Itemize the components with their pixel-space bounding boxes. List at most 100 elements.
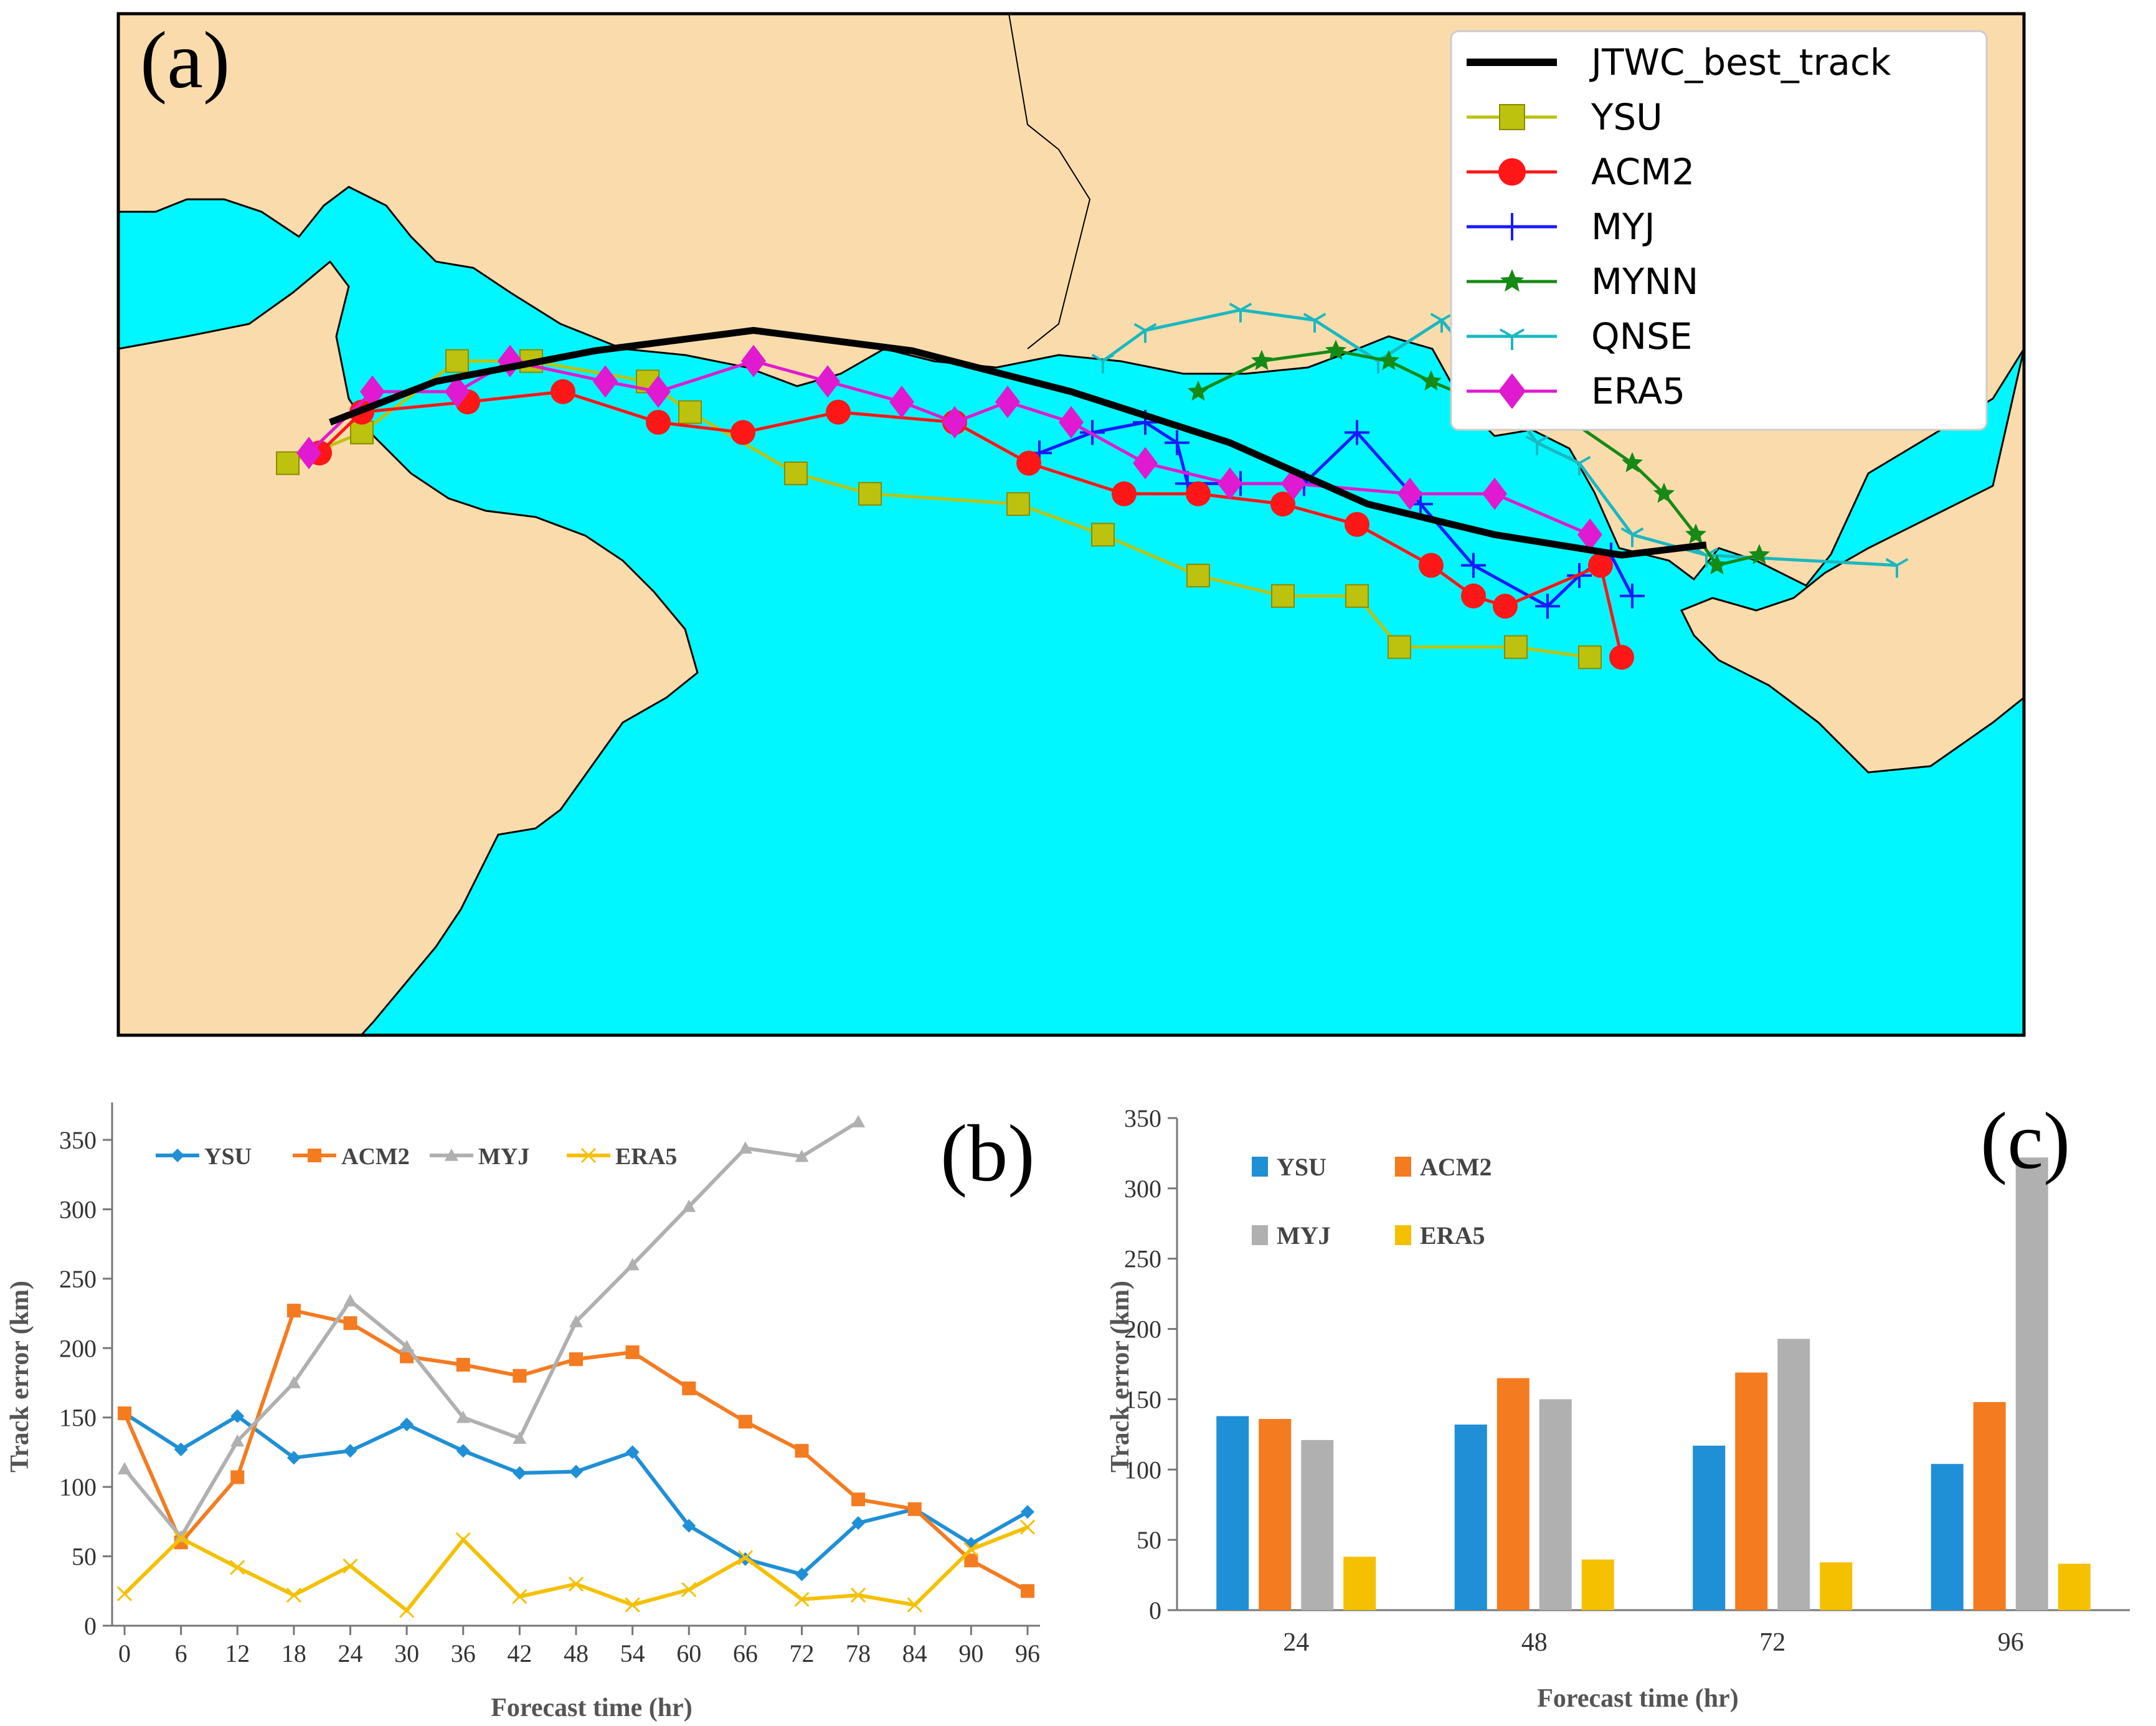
c-legend-swatch-era5 xyxy=(1395,1225,1411,1245)
map-legend-marker-mynn xyxy=(1500,269,1524,292)
b-point-acm2 xyxy=(738,1415,752,1429)
track-point-era5 xyxy=(995,386,1020,419)
b-legend-marker-era5 xyxy=(580,1147,597,1164)
b-point-ysu xyxy=(851,1516,866,1530)
b-xtick-label: 72 xyxy=(790,1639,815,1667)
b-point-myj xyxy=(795,1149,809,1162)
track-point-ysu xyxy=(678,400,702,424)
b-point-acm2 xyxy=(230,1470,245,1484)
track-point-ysu xyxy=(1345,584,1369,608)
b-point-ysu xyxy=(456,1444,470,1458)
map-legend-marker-myj xyxy=(1498,213,1526,240)
b-xtick-label: 24 xyxy=(338,1639,363,1667)
b-xtick-label: 78 xyxy=(846,1639,871,1667)
b-point-ysu xyxy=(174,1442,188,1456)
b-point-era5 xyxy=(851,1587,866,1603)
map-legend-label-qnse: QNSE xyxy=(1591,315,1693,358)
b-xtick-label: 0 xyxy=(118,1639,131,1667)
map-legend-marker-ysu xyxy=(1499,104,1525,130)
b-axes: 0 50 100 150 200 250 300 350 0 6 12 18 24 30 36 42 48 54 6… xyxy=(59,1102,1040,1667)
b-point-myj xyxy=(513,1431,527,1444)
b-point-era5 xyxy=(794,1591,810,1607)
track-point-qnse xyxy=(1091,353,1115,374)
track-point-myj xyxy=(1461,552,1486,578)
track-point-myj xyxy=(1535,594,1560,619)
map-legend-box xyxy=(1450,30,1988,431)
b-point-era5 xyxy=(455,1532,471,1547)
c-ylabel: Track error (km) xyxy=(1106,1281,1135,1472)
c-bar-era5-72 xyxy=(1820,1562,1853,1610)
track-point-era5 xyxy=(593,365,618,398)
track-point-mynn xyxy=(1325,339,1347,360)
track-jtwc-best-track xyxy=(329,326,1707,559)
b-xtick-label: 30 xyxy=(394,1639,419,1667)
b-point-ysu xyxy=(513,1466,527,1480)
c-xtick-label: 48 xyxy=(1521,1628,1548,1657)
track-point-era5 xyxy=(815,365,840,398)
c-bar-era5-48 xyxy=(1581,1559,1614,1610)
tracks-layer xyxy=(276,302,1909,670)
track-point-era5 xyxy=(889,386,914,419)
c-legend-label-era5: ERA5 xyxy=(1420,1221,1485,1249)
track-point-ysu xyxy=(858,481,882,506)
map-legend-marker-era5 xyxy=(1498,373,1526,409)
track-point-myj xyxy=(1345,420,1369,445)
b-point-acm2 xyxy=(343,1316,357,1330)
b-point-era5 xyxy=(963,1542,979,1557)
map-legend-items: JTWC_best_track YSU ACM2 MYJ MYNN QNSE ERA5 xyxy=(1467,41,1891,412)
b-point-acm2 xyxy=(851,1492,866,1507)
b-legend-label-ysu: YSU xyxy=(204,1144,252,1170)
map-legend-label-ysu: YSU xyxy=(1591,96,1663,138)
b-point-myj xyxy=(286,1376,301,1388)
panel-b-label: (b) xyxy=(940,1109,1035,1198)
b-xtick-label: 96 xyxy=(1015,1639,1040,1667)
map-legend-marker-acm2 xyxy=(1498,158,1526,186)
c-bar-myj-72 xyxy=(1777,1339,1810,1610)
b-xtick-label: 12 xyxy=(225,1639,250,1667)
b-point-myj xyxy=(456,1410,470,1423)
track-point-mynn xyxy=(1653,482,1675,503)
map-legend-label-jtwc-best-track: JTWC_best_track xyxy=(1589,41,1891,83)
b-point-era5 xyxy=(568,1577,584,1592)
b-point-acm2 xyxy=(456,1358,470,1372)
b-point-ysu xyxy=(682,1519,696,1533)
track-point-acm2 xyxy=(1493,594,1518,619)
c-bar-acm2-24 xyxy=(1259,1419,1292,1610)
c-bar-era5-96 xyxy=(2058,1563,2091,1610)
track-point-mynn xyxy=(1378,349,1400,371)
track-point-ysu xyxy=(350,420,374,445)
b-point-myj xyxy=(851,1115,866,1127)
b-point-ysu xyxy=(569,1464,583,1479)
c-bar-acm2-48 xyxy=(1496,1378,1530,1610)
c-bar-myj-24 xyxy=(1301,1439,1334,1610)
track-point-era5 xyxy=(1059,406,1084,439)
b-point-myj xyxy=(343,1294,357,1307)
track-point-era5 xyxy=(1577,518,1602,551)
track-point-acm2 xyxy=(646,410,671,435)
b-point-acm2 xyxy=(569,1352,583,1367)
c-bar-ysu-24 xyxy=(1216,1416,1249,1610)
b-point-era5 xyxy=(512,1589,527,1605)
map-legend-label-acm2: ACM2 xyxy=(1591,151,1695,193)
track-point-qnse xyxy=(1525,435,1549,455)
track-point-era5 xyxy=(741,344,766,377)
c-bar-acm2-96 xyxy=(1973,1401,2006,1610)
track-point-ysu xyxy=(1006,492,1030,516)
c-bar-acm2-72 xyxy=(1735,1372,1768,1610)
b-point-acm2 xyxy=(513,1368,527,1383)
b-legend: YSU ACM2 MYJ ERA5 xyxy=(156,1144,677,1170)
b-point-ysu xyxy=(400,1417,414,1431)
track-point-era5 xyxy=(1397,477,1422,510)
c-ytick-label: 150 xyxy=(1124,1385,1161,1413)
b-ytick-label: 0 xyxy=(84,1612,97,1640)
b-series-lines xyxy=(116,1115,1036,1618)
c-bar-ysu-48 xyxy=(1454,1425,1487,1610)
b-point-acm2 xyxy=(682,1381,696,1395)
b-xtick-label: 6 xyxy=(175,1639,187,1667)
b-ytick-label: 250 xyxy=(59,1265,97,1293)
b-ytick-label: 300 xyxy=(59,1195,97,1223)
b-point-myj xyxy=(230,1434,245,1447)
track-point-era5 xyxy=(445,375,470,408)
track-point-qnse xyxy=(1229,302,1252,323)
track-point-mynn xyxy=(1187,380,1209,401)
